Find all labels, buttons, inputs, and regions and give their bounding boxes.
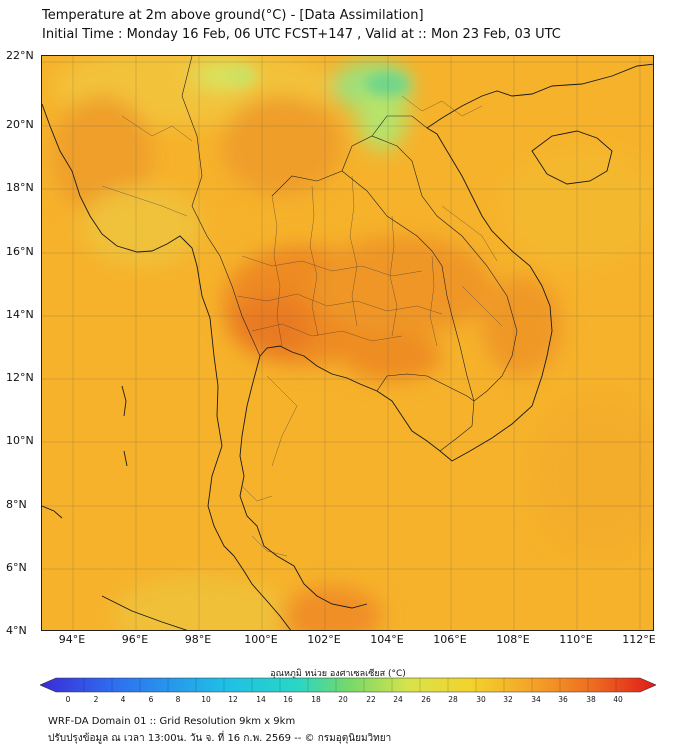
colorbar-tick: 36 bbox=[558, 695, 568, 704]
colorbar-tick: 10 bbox=[201, 695, 211, 704]
colorbar-tick: 32 bbox=[503, 695, 513, 704]
colorbar-label: อุณหภูมิ หน่วย องศาเซลเซียส (°C) bbox=[270, 669, 406, 679]
colorbar bbox=[40, 677, 656, 693]
colorbar-tick: 6 bbox=[148, 695, 154, 704]
map-panel bbox=[41, 55, 654, 631]
colorbar-tick: 30 bbox=[476, 695, 486, 704]
lon-label: 96°E bbox=[121, 633, 149, 646]
footer-model-info: WRF-DA Domain 01 :: Grid Resolution 9km … bbox=[48, 716, 296, 727]
lon-label: 100°E bbox=[244, 633, 278, 646]
lon-label: 104°E bbox=[370, 633, 404, 646]
lon-label: 110°E bbox=[559, 633, 593, 646]
lat-label: 18°N bbox=[6, 181, 34, 194]
temperature-map bbox=[42, 56, 653, 630]
lat-label: 6°N bbox=[6, 561, 27, 574]
colorbar-tick: 8 bbox=[175, 695, 181, 704]
lon-label: 108°E bbox=[496, 633, 530, 646]
colorbar-tick: 28 bbox=[448, 695, 458, 704]
colorbar-tick: 18 bbox=[311, 695, 321, 704]
colorbar-tick: 24 bbox=[393, 695, 403, 704]
province-borders bbox=[101, 95, 503, 557]
colorbar-tick: 38 bbox=[586, 695, 596, 704]
colorbar-tick: 40 bbox=[613, 695, 623, 704]
lon-label: 94°E bbox=[58, 633, 86, 646]
lon-label: 106°E bbox=[433, 633, 467, 646]
lon-label: 112°E bbox=[622, 633, 656, 646]
lat-label: 22°N bbox=[6, 49, 34, 62]
colorbar-tick: 2 bbox=[93, 695, 99, 704]
colorbar-tick: 22 bbox=[366, 695, 376, 704]
colorbar-tick: 14 bbox=[256, 695, 266, 704]
colorbar-tick: 26 bbox=[421, 695, 431, 704]
colorbar-tick: 16 bbox=[283, 695, 293, 704]
lat-label: 8°N bbox=[6, 498, 27, 511]
country-borders bbox=[181, 56, 518, 452]
colorbar-tick: 12 bbox=[228, 695, 238, 704]
colorbar-tick: 0 bbox=[65, 695, 71, 704]
coastlines bbox=[42, 63, 653, 630]
lat-label: 20°N bbox=[6, 118, 34, 131]
lon-label: 102°E bbox=[307, 633, 341, 646]
lat-label: 14°N bbox=[6, 308, 34, 321]
colorbar-tick: 4 bbox=[120, 695, 126, 704]
graticule bbox=[42, 56, 653, 630]
colorbar-tick: 34 bbox=[531, 695, 541, 704]
lat-label: 4°N bbox=[6, 624, 27, 637]
lat-label: 10°N bbox=[6, 434, 34, 447]
colorbar-tick: 20 bbox=[338, 695, 348, 704]
lat-label: 16°N bbox=[6, 245, 34, 258]
lon-label: 98°E bbox=[184, 633, 212, 646]
map-title: Temperature at 2m above ground(°C) - [Da… bbox=[42, 8, 424, 23]
lat-label: 12°N bbox=[6, 371, 34, 384]
footer-update-info: ปรับปรุงข้อมูล ณ เวลา 13:00น. วัน จ. ที่… bbox=[48, 733, 392, 744]
map-subtitle: Initial Time : Monday 16 Feb, 06 UTC FCS… bbox=[42, 27, 561, 42]
